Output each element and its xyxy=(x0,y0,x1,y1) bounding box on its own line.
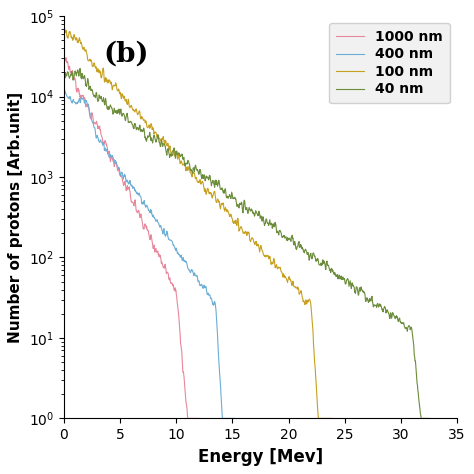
X-axis label: Energy [Mev]: Energy [Mev] xyxy=(198,447,323,465)
Text: (b): (b) xyxy=(103,40,149,67)
1000 nm xyxy=(185,416,191,421)
400 nm xyxy=(158,223,164,228)
100 nm xyxy=(61,25,67,31)
100 nm xyxy=(271,256,276,262)
Legend: 1000 nm, 400 nm, 100 nm, 40 nm: 1000 nm, 400 nm, 100 nm, 40 nm xyxy=(329,23,450,103)
400 nm xyxy=(185,265,191,271)
40 nm xyxy=(337,272,342,278)
1000 nm xyxy=(124,185,129,191)
100 nm xyxy=(133,108,138,113)
400 nm xyxy=(230,416,236,421)
40 nm xyxy=(218,186,223,192)
400 nm xyxy=(225,416,231,421)
1000 nm xyxy=(196,416,201,421)
100 nm xyxy=(194,176,200,182)
1000 nm xyxy=(98,127,103,133)
Y-axis label: Number of protons [Arb.unit]: Number of protons [Arb.unit] xyxy=(9,91,23,343)
40 nm xyxy=(157,139,163,145)
400 nm xyxy=(219,416,225,421)
40 nm xyxy=(426,416,432,421)
400 nm xyxy=(232,416,237,421)
1000 nm xyxy=(141,226,147,232)
400 nm xyxy=(81,97,86,102)
400 nm xyxy=(90,120,96,126)
40 nm xyxy=(77,65,83,71)
400 nm xyxy=(62,87,67,92)
400 nm xyxy=(61,87,67,93)
40 nm xyxy=(418,416,424,421)
100 nm xyxy=(232,220,238,226)
Line: 1000 nm: 1000 nm xyxy=(64,58,199,419)
100 nm xyxy=(247,237,253,243)
40 nm xyxy=(61,68,67,73)
1000 nm xyxy=(61,56,67,62)
40 nm xyxy=(321,258,327,264)
Line: 400 nm: 400 nm xyxy=(64,90,235,419)
1000 nm xyxy=(195,416,201,421)
100 nm xyxy=(328,416,334,421)
40 nm xyxy=(101,100,107,106)
1000 nm xyxy=(133,208,139,214)
40 nm xyxy=(376,302,382,308)
1000 nm xyxy=(191,416,197,421)
100 nm xyxy=(251,237,256,243)
Line: 100 nm: 100 nm xyxy=(64,28,331,419)
100 nm xyxy=(316,416,321,421)
Line: 40 nm: 40 nm xyxy=(64,68,429,419)
1000 nm xyxy=(63,55,69,61)
